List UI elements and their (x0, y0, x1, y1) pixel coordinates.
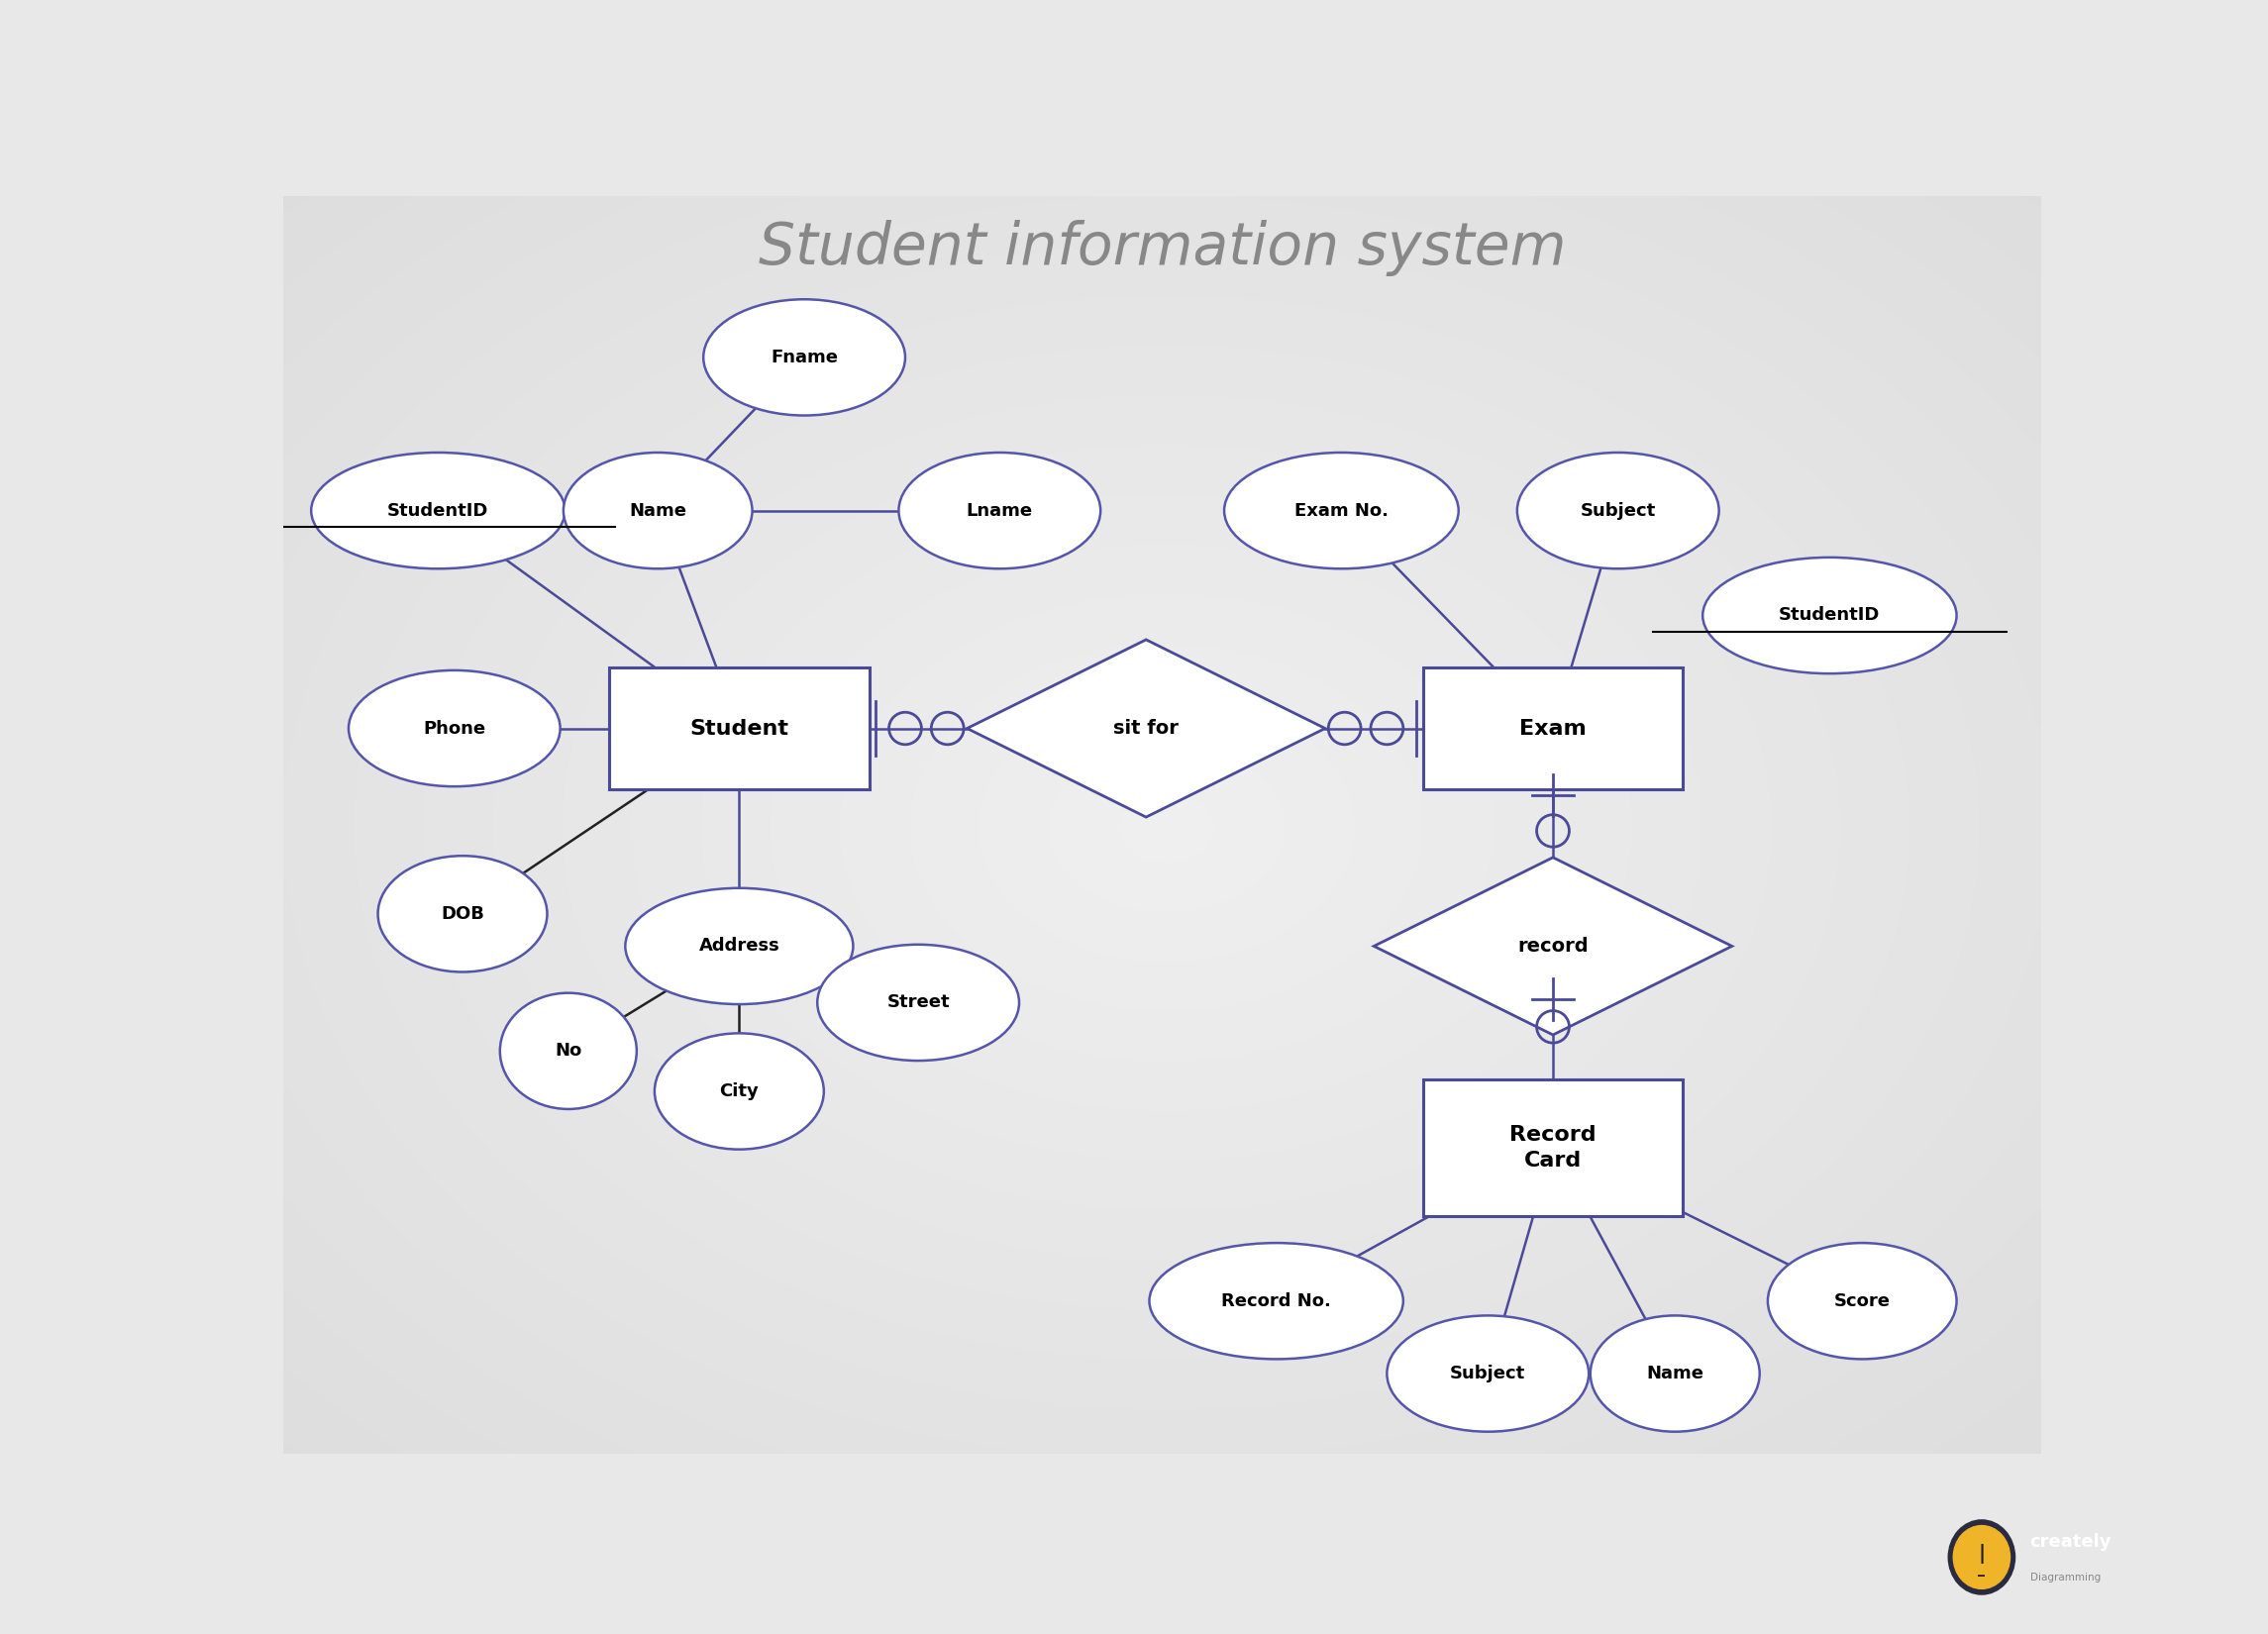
Polygon shape (966, 639, 1325, 817)
Text: Subject: Subject (1449, 1364, 1526, 1382)
Ellipse shape (1388, 1315, 1590, 1431)
Ellipse shape (655, 1033, 823, 1149)
Bar (610, 668, 869, 789)
Text: No: No (556, 1042, 583, 1060)
Text: Subject: Subject (1581, 502, 1656, 520)
Text: Exam No.: Exam No. (1295, 502, 1388, 520)
Ellipse shape (379, 856, 547, 972)
Text: Name: Name (1647, 1364, 1703, 1382)
Text: Record No.: Record No. (1222, 1292, 1331, 1310)
Bar (1422, 1078, 1683, 1216)
Ellipse shape (1703, 557, 1957, 673)
Bar (1422, 668, 1683, 789)
Text: Name: Name (628, 502, 687, 520)
Ellipse shape (626, 887, 853, 1005)
Text: StudentID: StudentID (1778, 606, 1880, 624)
Text: StudentID: StudentID (388, 502, 490, 520)
Text: _: _ (1978, 1562, 1984, 1577)
Text: Record
Card: Record Card (1510, 1124, 1597, 1170)
Ellipse shape (1517, 453, 1719, 569)
Ellipse shape (898, 453, 1100, 569)
Text: Street: Street (887, 993, 950, 1011)
Ellipse shape (1590, 1315, 1760, 1431)
Text: City: City (719, 1082, 760, 1100)
Text: creately: creately (2030, 1533, 2112, 1551)
Ellipse shape (499, 993, 637, 1109)
Circle shape (1953, 1526, 2009, 1588)
Ellipse shape (1150, 1243, 1404, 1359)
Ellipse shape (816, 944, 1018, 1060)
Text: Student information system: Student information system (758, 219, 1567, 276)
Text: record: record (1517, 936, 1588, 956)
Text: Diagramming: Diagramming (2030, 1574, 2100, 1583)
Text: Score: Score (1835, 1292, 1892, 1310)
Text: sit for: sit for (1114, 719, 1179, 739)
Ellipse shape (311, 453, 565, 569)
Text: Student: Student (689, 719, 789, 739)
Text: Lname: Lname (966, 502, 1032, 520)
Circle shape (1948, 1520, 2016, 1595)
Polygon shape (1374, 858, 1733, 1034)
Text: |: | (1978, 1544, 1984, 1564)
Ellipse shape (562, 453, 753, 569)
Ellipse shape (1767, 1243, 1957, 1359)
Ellipse shape (703, 299, 905, 415)
Text: Exam: Exam (1520, 719, 1588, 739)
Text: Fname: Fname (771, 348, 837, 366)
Text: Phone: Phone (424, 719, 485, 737)
Ellipse shape (349, 670, 560, 786)
Text: Address: Address (699, 938, 780, 954)
Text: DOB: DOB (440, 905, 485, 923)
Ellipse shape (1225, 453, 1458, 569)
